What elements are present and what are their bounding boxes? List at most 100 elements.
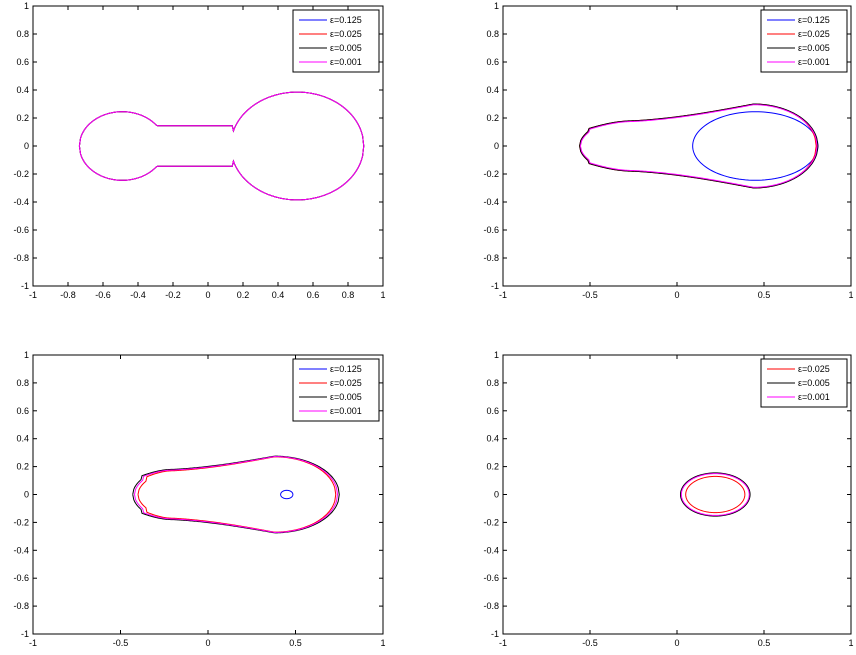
series-curve [78, 91, 365, 201]
y-tick-label: 0.2 [486, 462, 499, 472]
y-tick-label: 0 [24, 141, 29, 151]
x-tick-label: -1 [29, 290, 37, 300]
y-tick-label: 0.4 [16, 85, 29, 95]
x-tick-label: 1 [380, 638, 385, 648]
y-tick-label: 1 [24, 350, 29, 360]
y-tick-label: 0 [494, 141, 499, 151]
y-tick-label: 0.8 [16, 29, 29, 39]
y-tick-label: 1 [494, 350, 499, 360]
y-tick-label: 0 [494, 490, 499, 500]
y-tick-label: 0.8 [16, 378, 29, 388]
x-tick-label: -0.6 [95, 290, 111, 300]
y-tick-label: -1 [491, 281, 499, 291]
x-tick-label: -1 [29, 638, 37, 648]
y-tick-label: 1 [24, 1, 29, 11]
x-tick-label: 0 [205, 290, 210, 300]
y-tick-label: -0.8 [13, 253, 29, 263]
y-tick-label: -1 [491, 629, 499, 639]
x-tick-label: -0.2 [165, 290, 181, 300]
legend: ε=0.025 ε=0.005 ε=0.001 [760, 358, 848, 408]
y-tick-label: 0.6 [486, 57, 499, 67]
series-curve [679, 472, 751, 517]
y-tick-label: 0.4 [486, 85, 499, 95]
y-tick-label: -0.4 [483, 545, 499, 555]
y-tick-label: 0.8 [486, 378, 499, 388]
x-tick-label: -0.5 [582, 290, 598, 300]
legend-label: ε=0.005 [798, 378, 830, 388]
series-curve [579, 103, 819, 189]
y-tick-label: -0.6 [483, 573, 499, 583]
legend-label: ε=0.001 [798, 57, 830, 67]
legend-label: ε=0.025 [330, 378, 362, 388]
legend-label: ε=0.125 [330, 364, 362, 374]
y-tick-label: -0.2 [483, 517, 499, 527]
legend-label: ε=0.001 [330, 406, 362, 416]
x-tick-label: -0.5 [582, 638, 598, 648]
y-tick-label: -0.8 [483, 253, 499, 263]
legend-label: ε=0.001 [798, 392, 830, 402]
legend-label: ε=0.005 [330, 392, 362, 402]
legend-label: ε=0.125 [330, 15, 362, 25]
y-tick-label: 1 [494, 1, 499, 11]
x-tick-label: 1 [380, 290, 385, 300]
y-tick-label: 0.6 [16, 406, 29, 416]
series-curve [579, 104, 818, 188]
legend-label: ε=0.025 [798, 29, 830, 39]
subplot-top-right: -1 -0.5 0 0.5 1 -1 -0.8 -0.6 -0.4 -0.2 0 0.2 0.4 0.6 0… [483, 1, 853, 300]
subplot-top-left: -1 -0.8 -0.6 -0.4 -0.2 0 0.2 0.4 0.6 0.8 1 -1 -0.8 -0… [13, 1, 385, 300]
y-tick-label: 0.6 [16, 57, 29, 67]
y-tick-label: -0.6 [483, 225, 499, 235]
x-tick-label: 0.5 [758, 290, 771, 300]
y-tick-label: -0.4 [483, 197, 499, 207]
x-tick-label: 0.2 [237, 290, 250, 300]
x-tick-label: 0.5 [289, 638, 302, 648]
y-tick-label: 0.2 [16, 462, 29, 472]
legend: ε=0.125 ε=0.025 ε=0.005 ε=0.001 [292, 358, 380, 422]
x-tick-label: -0.4 [130, 290, 146, 300]
series-curve [692, 111, 819, 181]
y-tick-label: -0.2 [13, 169, 29, 179]
series-curve [137, 456, 337, 533]
x-tick-label: 0.4 [272, 290, 285, 300]
legend-label: ε=0.005 [330, 43, 362, 53]
subplot-bottom-left: -1 -0.5 0 0.5 1 -1 -0.8 -0.6 -0.4 -0.2 0 0.2 0.4 0.6 0… [13, 350, 385, 648]
x-tick-label: 0 [674, 638, 679, 648]
y-tick-label: -0.8 [483, 601, 499, 611]
y-tick-label: -0.6 [13, 225, 29, 235]
legend-label: ε=0.001 [330, 57, 362, 67]
x-tick-label: -0.5 [113, 638, 129, 648]
y-tick-label: 0.2 [16, 113, 29, 123]
y-tick-label: 0.6 [486, 406, 499, 416]
y-tick-label: -0.2 [483, 169, 499, 179]
x-tick-label: 0.5 [758, 638, 771, 648]
y-tick-label: 0.2 [486, 113, 499, 123]
y-tick-label: -0.8 [13, 601, 29, 611]
x-tick-label: -0.8 [60, 290, 76, 300]
legend-label: ε=0.005 [798, 43, 830, 53]
legend-label: ε=0.025 [330, 29, 362, 39]
x-tick-label: 0.6 [307, 290, 320, 300]
y-tick-label: -0.4 [13, 197, 29, 207]
series-curve [134, 456, 339, 533]
y-tick-label: -1 [21, 629, 29, 639]
y-tick-label: 0.8 [486, 29, 499, 39]
subplot-bottom-right: -1 -0.5 0 0.5 1 -1 -0.8 -0.6 -0.4 -0.2 0 0.2 0.4 0.6 0… [483, 350, 853, 648]
series-curve [132, 455, 340, 534]
y-tick-label: 0 [24, 490, 29, 500]
x-tick-label: 0 [674, 290, 679, 300]
legend-label: ε=0.025 [798, 364, 830, 374]
legend: ε=0.125 ε=0.025 ε=0.005 ε=0.001 [292, 9, 380, 73]
y-tick-label: -0.6 [13, 573, 29, 583]
y-tick-label: 0.4 [16, 434, 29, 444]
y-tick-label: 0.4 [486, 434, 499, 444]
legend: ε=0.125 ε=0.025 ε=0.005 ε=0.001 [760, 9, 848, 73]
y-tick-label: -0.4 [13, 545, 29, 555]
x-tick-label: 0.8 [342, 290, 355, 300]
x-tick-label: -1 [499, 638, 507, 648]
x-tick-label: 1 [848, 638, 853, 648]
x-tick-label: 1 [848, 290, 853, 300]
y-tick-label: -1 [21, 281, 29, 291]
series-curve [680, 473, 750, 516]
y-tick-label: -0.2 [13, 517, 29, 527]
